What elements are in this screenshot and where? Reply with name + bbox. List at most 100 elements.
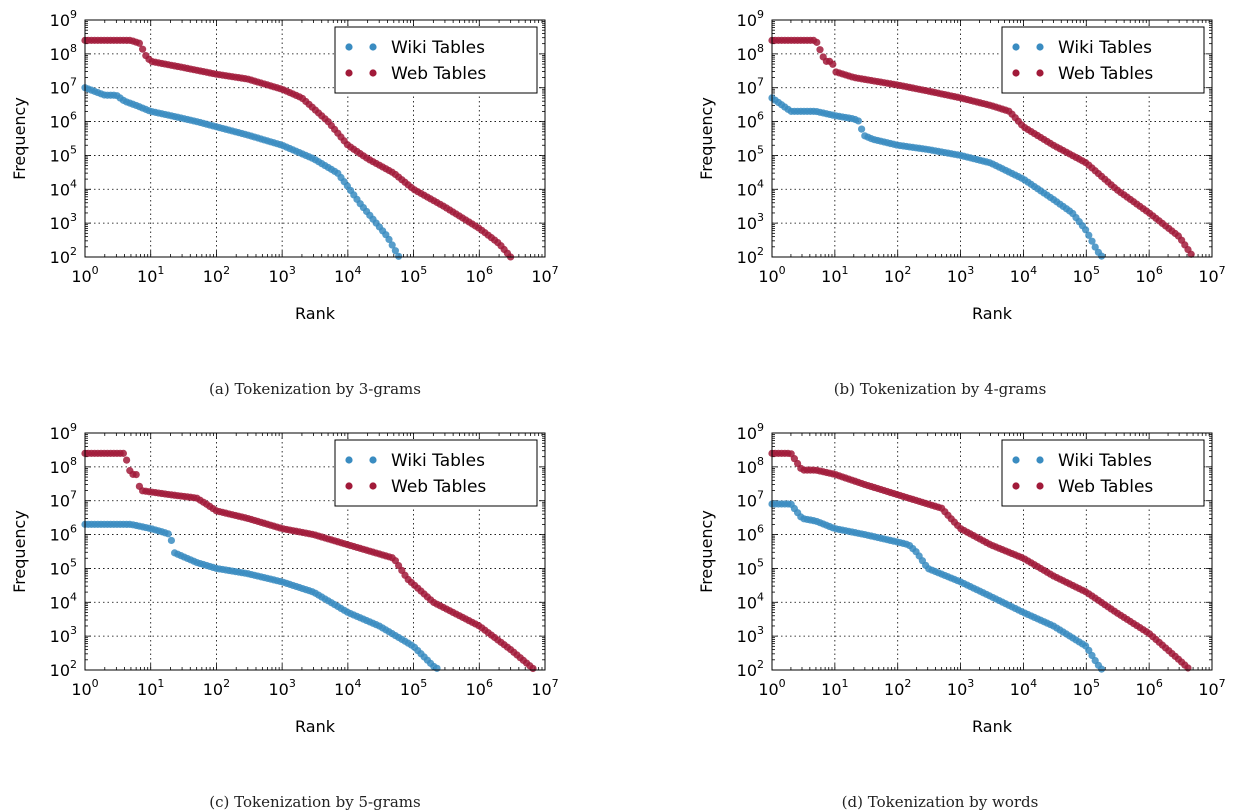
y-tick-label: 108 <box>737 455 764 477</box>
gridlines <box>85 20 545 257</box>
legend-marker <box>369 43 377 51</box>
legend-box <box>1001 26 1205 94</box>
chart-panel-0: 100 101 102 103 104 105 106 107 102 103 104 105 106 1… <box>10 8 559 323</box>
chart-panel-2: 100 101 102 103 104 105 106 107 102 103 104 105 106 1… <box>10 421 559 736</box>
gridlines <box>772 20 1212 257</box>
data-point <box>135 39 143 47</box>
plot-frame <box>771 432 1213 671</box>
x-tick-label: 105 <box>400 677 427 699</box>
x-tick-label: 105 <box>1073 677 1100 699</box>
y-tick-label: 103 <box>50 624 77 646</box>
x-tick-label: 106 <box>466 677 493 699</box>
caption-c: (c) Tokenization by 5-grams <box>209 793 421 811</box>
legend-marker <box>1012 43 1020 51</box>
data-point <box>858 125 866 133</box>
x-tick-label: 104 <box>334 677 361 699</box>
y-tick-label: 102 <box>50 245 77 267</box>
legend-marker <box>1036 482 1044 490</box>
x-tick-label: 107 <box>531 264 558 286</box>
legend-marker <box>345 43 353 51</box>
data-point <box>1098 665 1106 673</box>
x-tick-label: 107 <box>1198 677 1225 699</box>
x-axis-label: Rank <box>295 304 336 323</box>
y-tick-label: 104 <box>50 590 77 612</box>
y-axis-label: Frequency <box>10 97 29 180</box>
legend-marker <box>1036 456 1044 464</box>
data-point <box>139 45 147 53</box>
legend-box <box>334 26 538 94</box>
legend-label: Wiki Tables <box>1058 451 1152 471</box>
chart-panel-1: 100 101 102 103 104 105 106 107 102 103 104 105 106 1… <box>697 8 1226 323</box>
legend: Wiki Tables Web Tables <box>334 26 538 94</box>
data-point <box>385 235 393 243</box>
legend: Wiki Tables Web Tables <box>1001 439 1205 507</box>
y-tick-label: 109 <box>737 421 764 443</box>
y-axis-label: Frequency <box>697 97 716 180</box>
x-tick-label: 103 <box>268 677 295 699</box>
y-tick-label: 106 <box>737 110 764 132</box>
series-wiki-points <box>81 84 403 260</box>
data-point <box>433 664 441 672</box>
y-axis-label: Frequency <box>697 510 716 593</box>
y-tick-label: 108 <box>50 455 77 477</box>
legend-label: Wiki Tables <box>391 451 485 471</box>
y-tick-label: 104 <box>737 177 764 199</box>
plot-frame <box>771 19 1213 258</box>
x-tick-label: 104 <box>334 264 361 286</box>
y-tick-label: 107 <box>50 76 77 98</box>
y-tick-label: 108 <box>737 42 764 64</box>
legend-marker <box>1036 43 1044 51</box>
data-point <box>395 252 403 260</box>
legend-marker <box>345 69 353 77</box>
x-tick-label: 102 <box>203 677 230 699</box>
series-web-points <box>81 36 515 261</box>
plot-frame <box>84 19 546 258</box>
legend: Wiki Tables Web Tables <box>334 439 538 507</box>
y-tick-label: 107 <box>737 489 764 511</box>
legend-label: Web Tables <box>391 477 486 497</box>
y-tick-label: 106 <box>50 523 77 545</box>
x-tick-label: 106 <box>1135 677 1162 699</box>
x-tick-label: 101 <box>137 264 164 286</box>
chart-panel-3: 100 101 102 103 104 105 106 107 102 103 104 105 106 1… <box>697 421 1226 736</box>
x-tick-label: 101 <box>821 264 848 286</box>
y-tick-label: 105 <box>50 556 77 578</box>
data-point <box>119 449 127 457</box>
data-point <box>813 38 821 46</box>
x-axis-label: Rank <box>295 717 336 736</box>
x-tick-label: 104 <box>1010 264 1037 286</box>
x-tick-label: 100 <box>758 677 785 699</box>
series-wiki-points <box>768 500 1106 673</box>
data-point <box>854 117 863 125</box>
data-point <box>529 664 537 673</box>
x-tick-label: 100 <box>71 677 98 699</box>
legend-label: Web Tables <box>1058 477 1153 497</box>
caption-a: (a) Tokenization by 3-grams <box>209 380 421 398</box>
x-tick-label: 103 <box>268 264 295 286</box>
legend-marker <box>1012 456 1020 464</box>
data-point <box>1187 250 1195 258</box>
data-point <box>1098 252 1106 260</box>
y-tick-label: 109 <box>50 8 77 30</box>
data-point <box>388 241 396 249</box>
x-axis-label: Rank <box>972 717 1013 736</box>
y-tick-label: 105 <box>737 556 764 578</box>
x-tick-label: 106 <box>1135 264 1162 286</box>
x-tick-label: 105 <box>1073 264 1100 286</box>
x-tick-label: 102 <box>203 264 230 286</box>
y-tick-label: 104 <box>737 590 764 612</box>
legend-label: Web Tables <box>1058 64 1153 84</box>
data-point <box>829 60 837 68</box>
y-tick-label: 103 <box>50 211 77 233</box>
y-tick-label: 105 <box>737 143 764 165</box>
data-point <box>167 536 175 545</box>
series-web-points <box>768 449 1192 672</box>
y-tick-label: 102 <box>737 245 764 267</box>
y-tick-label: 108 <box>50 42 77 64</box>
data-point <box>816 46 824 54</box>
legend-marker <box>1036 69 1044 77</box>
x-tick-label: 100 <box>71 264 98 286</box>
legend-label: Wiki Tables <box>391 38 485 58</box>
y-tick-label: 105 <box>50 143 77 165</box>
